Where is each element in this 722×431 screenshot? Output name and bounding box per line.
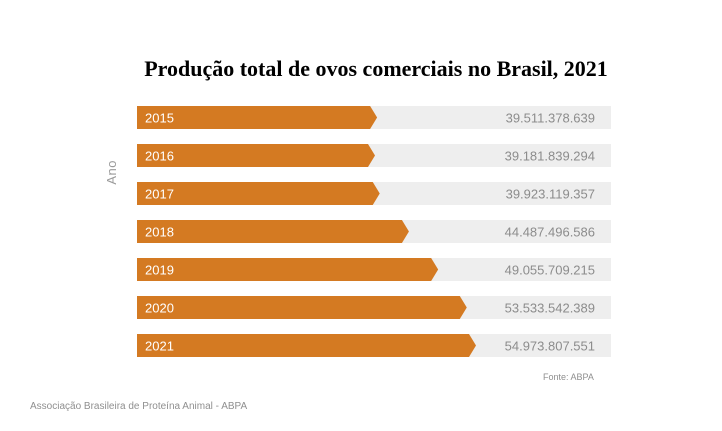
bar-2021 (137, 334, 476, 357)
bar-2016 (137, 144, 375, 167)
category-label-2019: 2019 (145, 263, 174, 278)
category-label-2016: 2016 (145, 149, 174, 164)
value-label-2021: 54.973.807.551 (505, 339, 595, 354)
bar-2015 (137, 106, 378, 129)
source-note: Fonte: ABPA (543, 372, 594, 382)
category-label-2015: 2015 (145, 111, 174, 126)
value-label-2019: 49.055.709.215 (505, 263, 595, 278)
value-label-2016: 39.181.839.294 (505, 149, 595, 164)
footer-credit: Associação Brasileira de Proteína Animal… (30, 401, 248, 412)
bar-2017 (137, 182, 380, 205)
category-label-2017: 2017 (145, 187, 174, 202)
value-label-2020: 53.533.542.389 (505, 301, 595, 316)
category-label-2018: 2018 (145, 225, 174, 240)
value-label-2017: 39.923.119.357 (506, 187, 595, 202)
value-label-2018: 44.487.496.586 (505, 225, 595, 240)
category-label-2021: 2021 (145, 339, 174, 354)
bar-2018 (137, 220, 409, 243)
value-label-2015: 39.511.378.639 (506, 111, 595, 126)
chart-title: Produção total de ovos comerciais no Bra… (144, 56, 608, 81)
category-label-2020: 2020 (145, 301, 174, 316)
bar-2020 (137, 296, 467, 319)
bar-2019 (137, 258, 439, 281)
